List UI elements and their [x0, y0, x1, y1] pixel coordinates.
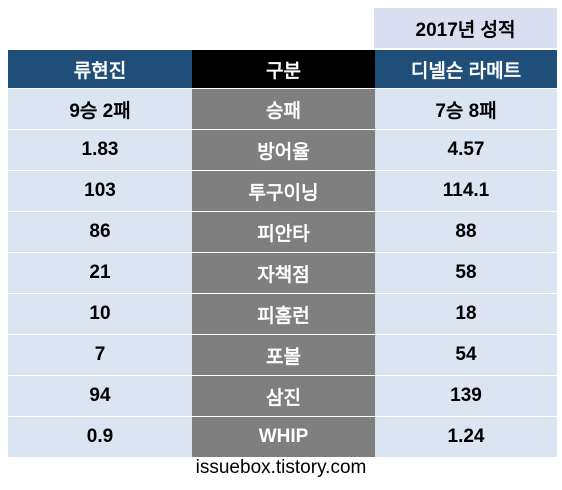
opponent-value: 7승 8패 — [375, 88, 557, 129]
category-header: 구분 — [192, 50, 375, 88]
table-row: 10 피홈런 18 — [8, 293, 557, 334]
player-value: 86 — [8, 211, 192, 252]
category-label: 방어율 — [192, 129, 375, 170]
category-label: 승패 — [192, 88, 375, 129]
table-row: 1.83 방어율 4.57 — [8, 129, 557, 170]
opponent-value: 54 — [375, 334, 557, 375]
opponent-value: 58 — [375, 252, 557, 293]
opponent-header: 디넬슨 라메트 — [375, 50, 557, 88]
category-label: WHIP — [192, 416, 375, 457]
table-row: 9승 2패 승패 7승 8패 — [8, 88, 557, 129]
stats-comparison-table: 류현진 구분 디넬슨 라메트 9승 2패 승패 7승 8패 1.83 방어율 4… — [8, 50, 557, 457]
table-row: 0.9 WHIP 1.24 — [8, 416, 557, 457]
player-value: 10 — [8, 293, 192, 334]
opponent-value: 18 — [375, 293, 557, 334]
player-value: 1.83 — [8, 129, 192, 170]
player-value: 9승 2패 — [8, 88, 192, 129]
category-label: 포볼 — [192, 334, 375, 375]
category-label: 투구이닝 — [192, 170, 375, 211]
table-row: 7 포볼 54 — [8, 334, 557, 375]
player-header: 류현진 — [8, 50, 192, 88]
player-value: 94 — [8, 375, 192, 416]
table-row: 86 피안타 88 — [8, 211, 557, 252]
category-label: 피홈런 — [192, 293, 375, 334]
source-caption: issuebox.tistory.com — [195, 457, 367, 478]
table-row: 103 투구이닝 114.1 — [8, 170, 557, 211]
opponent-value: 88 — [375, 211, 557, 252]
category-label: 피안타 — [192, 211, 375, 252]
header-row: 류현진 구분 디넬슨 라메트 — [8, 50, 557, 88]
opponent-value: 139 — [375, 375, 557, 416]
opponent-value: 1.24 — [375, 416, 557, 457]
player-value: 103 — [8, 170, 192, 211]
category-label: 자책점 — [192, 252, 375, 293]
player-value: 0.9 — [8, 416, 192, 457]
opponent-value: 4.57 — [375, 129, 557, 170]
player-value: 21 — [8, 252, 192, 293]
category-label: 삼진 — [192, 375, 375, 416]
season-label: 2017년 성적 — [374, 8, 557, 48]
player-value: 7 — [8, 334, 192, 375]
opponent-value: 114.1 — [375, 170, 557, 211]
table-row: 21 자책점 58 — [8, 252, 557, 293]
table-row: 94 삼진 139 — [8, 375, 557, 416]
